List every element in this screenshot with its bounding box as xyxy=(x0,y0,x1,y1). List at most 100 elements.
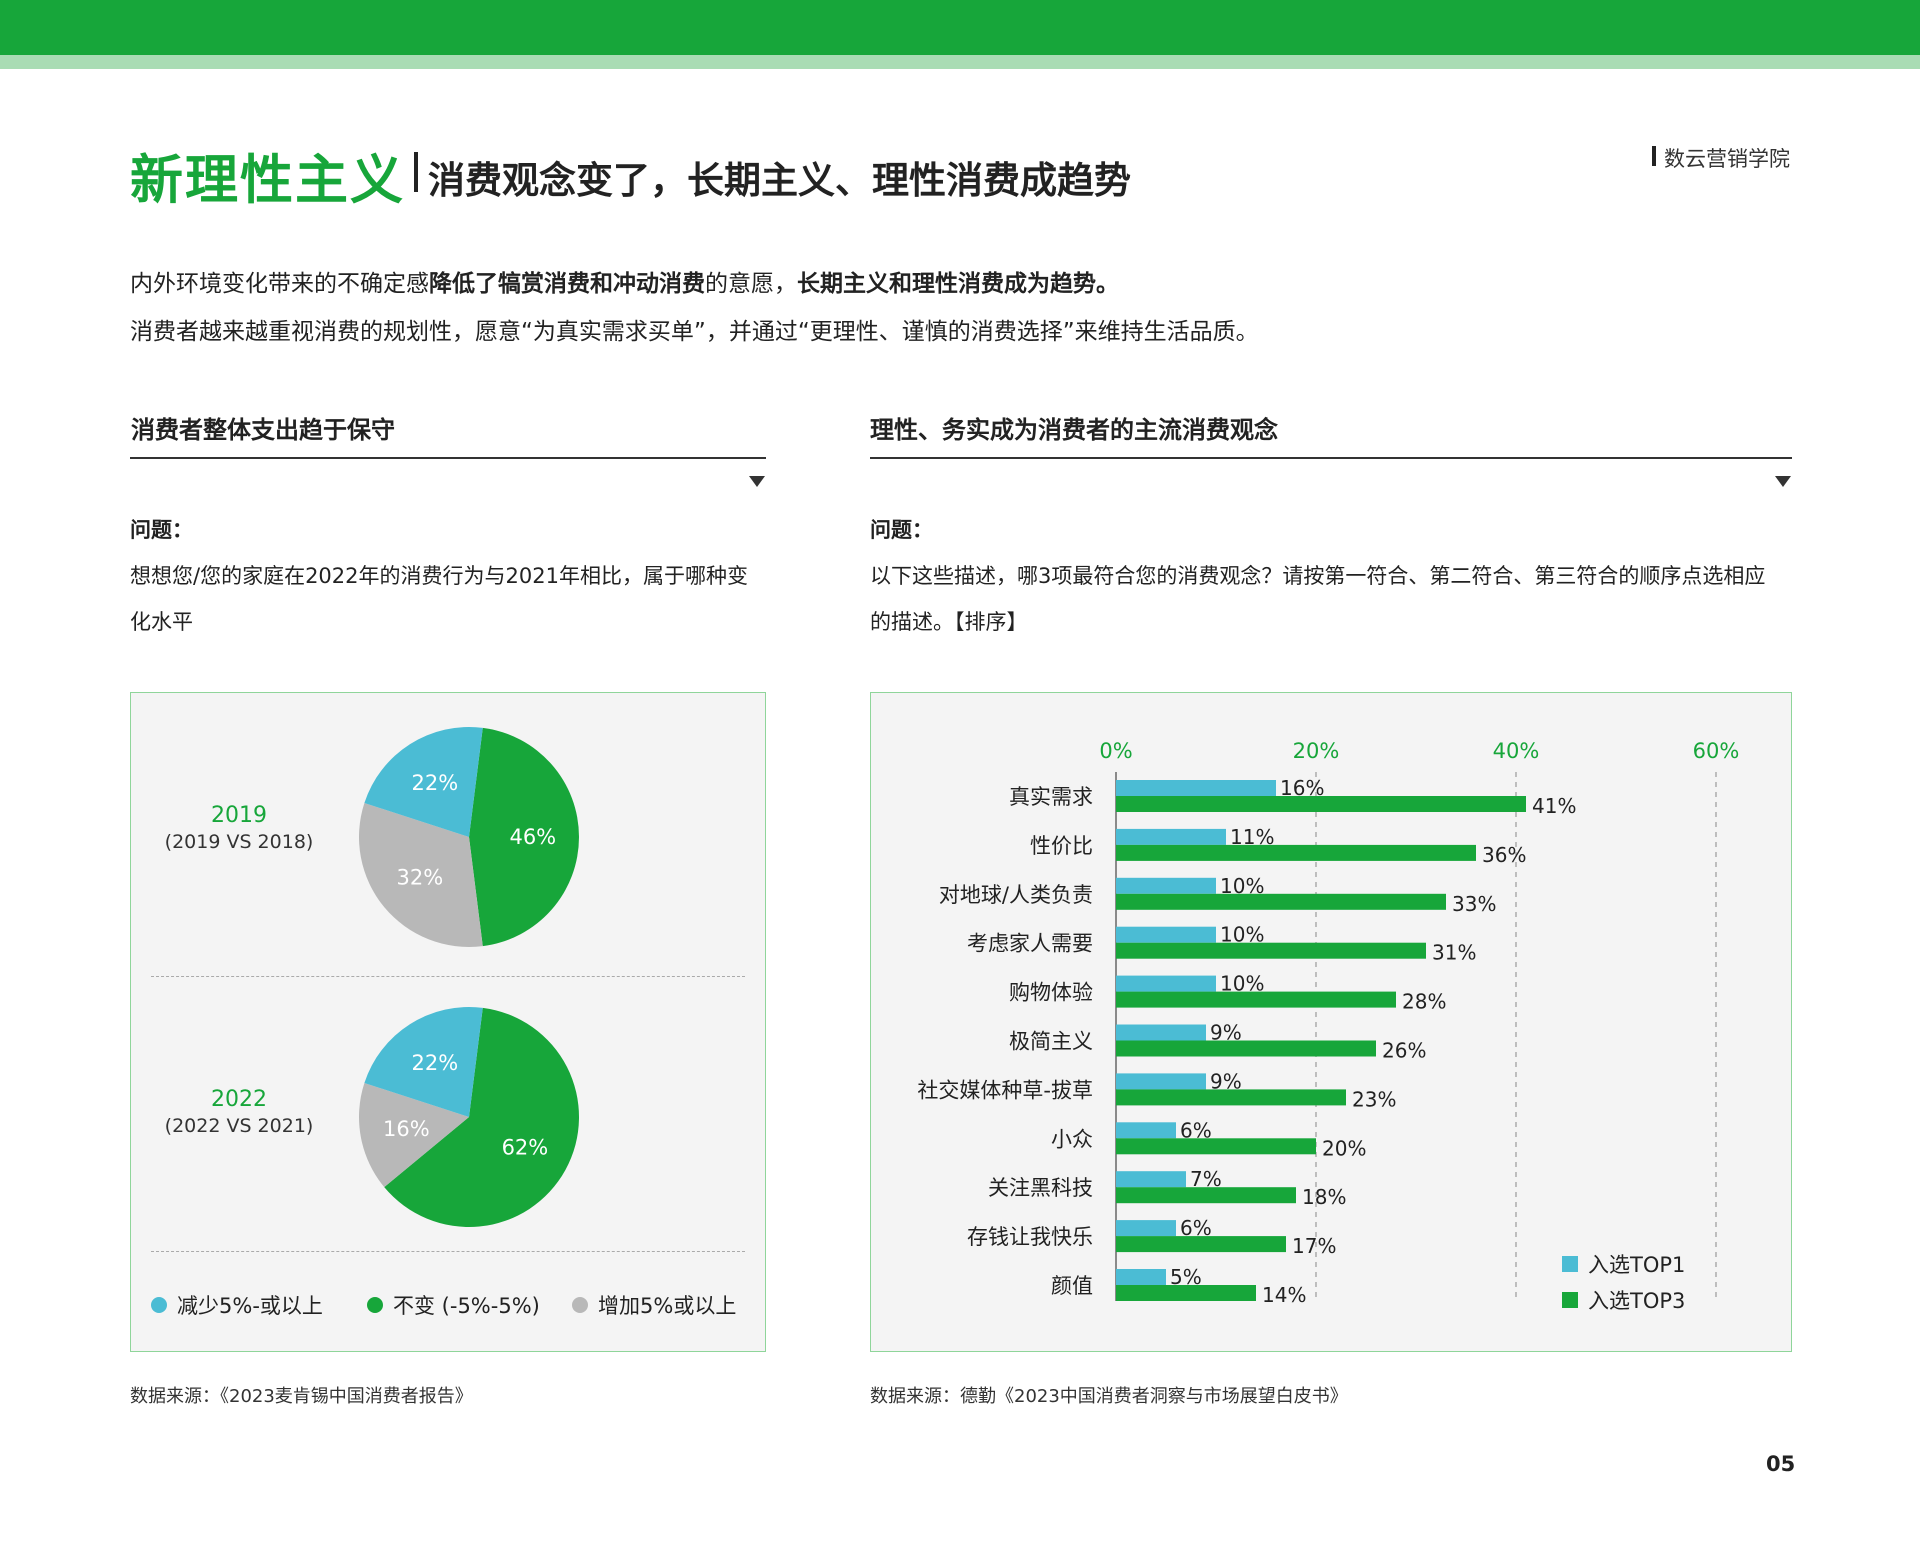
bar-top3 xyxy=(1116,1040,1376,1057)
bar-value-label: 9% xyxy=(1210,1021,1242,1045)
bar-top1 xyxy=(1116,975,1216,992)
bar-top1 xyxy=(1116,1073,1206,1090)
left-section-line xyxy=(130,457,766,459)
bar-top3 xyxy=(1116,1236,1286,1253)
bar-top1 xyxy=(1116,1269,1166,1285)
pie-slice-label: 46% xyxy=(509,825,556,849)
x-tick-label: 40% xyxy=(1493,739,1540,763)
intro-line-2: 消费者越来越重视消费的规划性，愿意“为真实需求买单”，并通过“更理性、谨慎的消费… xyxy=(130,319,1259,345)
bar-top1 xyxy=(1116,1024,1206,1041)
bar-top3 xyxy=(1116,942,1426,959)
page-number: 05 xyxy=(1766,1452,1796,1476)
left-dropdown-icon[interactable] xyxy=(749,476,765,487)
legend-label: 减少5%-或以上 xyxy=(177,1294,323,1318)
category-label: 关注黑科技 xyxy=(988,1176,1093,1200)
brand-bar xyxy=(1652,146,1656,166)
bar-value-label: 7% xyxy=(1190,1167,1222,1191)
pie-2019: 46% 32% 22% xyxy=(359,727,579,947)
category-label: 购物体验 xyxy=(1009,981,1093,1005)
intro-bold: 长期主义和理性消费成为趋势。 xyxy=(797,271,1119,297)
bar-value-label: 9% xyxy=(1210,1069,1242,1093)
pie-divider xyxy=(151,976,745,977)
bar-value-label: 5% xyxy=(1170,1265,1202,1289)
legend-label: 不变 (-5%-5%) xyxy=(393,1294,540,1318)
left-question-line: 想想您/您的家庭在2022年的消费行为与2021年相比，属于哪种变 xyxy=(130,564,748,588)
legend-swatch xyxy=(367,1297,383,1313)
pie-legend-item: 增加5%或以上 xyxy=(572,1290,736,1320)
legend-swatch xyxy=(151,1297,167,1313)
bar-top3 xyxy=(1116,1285,1256,1301)
bar-value-label: 11% xyxy=(1230,825,1274,849)
pie-divider xyxy=(151,1251,745,1252)
bar-top1 xyxy=(1116,1122,1176,1139)
x-tick-label: 20% xyxy=(1293,739,1340,763)
bar-value-label: 28% xyxy=(1402,990,1446,1014)
right-dropdown-icon[interactable] xyxy=(1775,476,1791,487)
bar-chart: 0% 20% 40% 60% 16% 41% 真实需求 11% 36% 性价比 10% 33% 对地球/… xyxy=(917,739,1740,1307)
legend-swatch xyxy=(572,1297,588,1313)
bar-top1 xyxy=(1116,780,1276,796)
intro-text: 的意愿， xyxy=(705,271,797,297)
legend-swatch xyxy=(1562,1256,1578,1272)
pie-2022-compare: (2022 VS 2021) xyxy=(164,1115,314,1137)
bar-value-label: 6% xyxy=(1180,1118,1212,1142)
x-tick-label: 0% xyxy=(1099,739,1132,763)
intro-line-1: 内外环境变化带来的不确定感降低了犒赏消费和冲动消费的意愿，长期主义和理性消费成为… xyxy=(130,264,1810,298)
pie-slice xyxy=(384,1007,579,1227)
bar-value-label: 10% xyxy=(1220,874,1264,898)
bar-panel: 0% 20% 40% 60% 16% 41% 真实需求 11% 36% 性价比 10% 33% 对地球/… xyxy=(870,692,1792,1352)
intro-text: 内外环境变化带来的不确定感 xyxy=(130,271,429,297)
right-question-text: 以下这些描述，哪3项最符合您的消费观念？请按第一符合、第二符合、第三符合的顺序点… xyxy=(870,553,1765,645)
bar-top3 xyxy=(1116,991,1396,1008)
bar-top1 xyxy=(1116,828,1226,845)
pie-panel: 2019 (2019 VS 2018) 46% 32% 22% 2022 (2022… xyxy=(130,692,766,1352)
left-source: 数据来源：《2023麦肯锡中国消费者报告》 xyxy=(130,1386,473,1407)
pie-legend-item: 不变 (-5%-5%) xyxy=(367,1290,540,1320)
right-section-line xyxy=(870,457,1792,459)
pie-2019-year: 2019 xyxy=(211,803,267,828)
bar-top3 xyxy=(1116,1089,1346,1106)
top-banner-stripe xyxy=(0,55,1920,69)
category-label: 对地球/人类负责 xyxy=(939,883,1093,907)
pie-slice xyxy=(364,727,483,837)
bar-value-label: 10% xyxy=(1220,972,1264,996)
right-question-line: 以下这些描述，哪3项最符合您的消费观念？请按第一符合、第二符合、第三符合的顺序点… xyxy=(870,564,1766,588)
bar-value-label: 6% xyxy=(1180,1216,1212,1240)
right-section-title: 理性、务实成为消费者的主流消费观念 xyxy=(870,416,1278,444)
bar-value-label: 41% xyxy=(1532,794,1576,818)
bar-top1 xyxy=(1116,926,1216,943)
legend-label: 入选TOP1 xyxy=(1588,1253,1686,1277)
bar-top1 xyxy=(1116,1171,1186,1188)
category-label: 社交媒体种草-拔草 xyxy=(917,1078,1093,1102)
pie-2019-compare: (2019 VS 2018) xyxy=(164,831,314,853)
legend-swatch xyxy=(1562,1292,1578,1308)
pie-slice-label: 22% xyxy=(411,771,458,795)
pie-slice-label: 32% xyxy=(396,866,443,890)
bar-value-label: 16% xyxy=(1280,776,1324,800)
bar-top3 xyxy=(1116,844,1476,861)
pie-slice xyxy=(359,1083,469,1188)
bar-value-label: 14% xyxy=(1262,1283,1306,1307)
bar-top3 xyxy=(1116,796,1526,812)
intro-bold: 降低了犒赏消费和冲动消费 xyxy=(429,271,705,297)
pie-2022-year: 2022 xyxy=(211,1087,267,1112)
title-separator xyxy=(414,152,418,192)
bar-value-label: 23% xyxy=(1352,1087,1396,1111)
page-title: 新理性主义 xyxy=(130,150,405,211)
bar-legend-item: 入选TOP3 xyxy=(1562,1285,1685,1315)
pie-slice xyxy=(364,1007,483,1117)
brand-label: 数云营销学院 xyxy=(1664,147,1790,171)
bar-top3 xyxy=(1116,1138,1316,1155)
bar-legend-item: 入选TOP1 xyxy=(1562,1249,1685,1279)
legend-label: 增加5%或以上 xyxy=(598,1294,737,1318)
bar-value-label: 17% xyxy=(1292,1234,1336,1258)
pie-slice xyxy=(359,803,483,947)
bar-top3 xyxy=(1116,1187,1296,1204)
left-question-line: 化水平 xyxy=(130,610,193,634)
bar-value-label: 20% xyxy=(1322,1136,1366,1160)
bar-top1 xyxy=(1116,877,1216,894)
right-source: 数据来源：德勤《2023中国消费者洞察与市场展望白皮书》 xyxy=(870,1386,1348,1407)
x-tick-label: 60% xyxy=(1693,739,1740,763)
pie-slice xyxy=(469,727,579,947)
category-label: 性价比 xyxy=(1030,834,1093,858)
